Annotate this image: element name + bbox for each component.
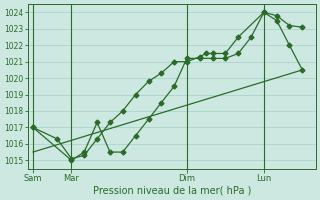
X-axis label: Pression niveau de la mer( hPa ): Pression niveau de la mer( hPa ) — [92, 186, 251, 196]
